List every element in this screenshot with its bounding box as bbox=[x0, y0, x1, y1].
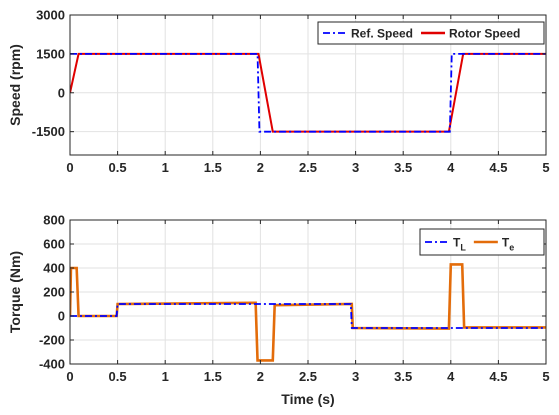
x-tick-label: 2.5 bbox=[299, 160, 317, 175]
x-tick-label: 2 bbox=[257, 160, 264, 175]
legend-subscript-1: e bbox=[509, 243, 514, 253]
x-tick-label: 5 bbox=[542, 160, 549, 175]
y-tick-label: 1500 bbox=[36, 46, 65, 61]
y-tick-label: 0 bbox=[58, 85, 65, 100]
x-tick-label: 4.5 bbox=[489, 369, 507, 384]
series-line-0 bbox=[70, 303, 546, 329]
y-tick-label: 400 bbox=[43, 261, 65, 276]
legend: Ref. Speed Rotor Speed bbox=[317, 21, 545, 45]
y-tick-label: -200 bbox=[39, 333, 65, 348]
y-tick-label: 0 bbox=[58, 309, 65, 324]
x-tick-label: 3.5 bbox=[394, 160, 412, 175]
x-tick-label: 1.5 bbox=[204, 369, 222, 384]
y-axis-label: Torque (Nm) bbox=[7, 251, 23, 333]
legend: TL Te bbox=[419, 228, 545, 256]
y-tick-label: 800 bbox=[43, 213, 65, 228]
x-tick-label: 1.5 bbox=[204, 160, 222, 175]
x-axis-label: Time (s) bbox=[281, 391, 334, 407]
y-tick-label: 3000 bbox=[36, 8, 65, 23]
y-tick-label: 600 bbox=[43, 237, 65, 252]
legend-label-0: Ref. Speed bbox=[351, 27, 413, 41]
x-tick-label: 1 bbox=[162, 160, 169, 175]
x-tick-label: 0.5 bbox=[109, 369, 127, 384]
speed-chart: 0 0.5 1 1.5 2 2.5 3 3.5 4 4.5 5 3000 1500 0 -1500 Speed… bbox=[7, 8, 550, 176]
y-tick-label: -1500 bbox=[32, 124, 65, 139]
legend-label-1: Rotor Speed bbox=[449, 27, 520, 41]
x-tick-label: 3 bbox=[352, 160, 359, 175]
x-tick-label: 1 bbox=[162, 369, 169, 384]
x-tick-label: 0 bbox=[66, 160, 73, 175]
x-tick-label: 3.5 bbox=[394, 369, 412, 384]
y-tick-label: 200 bbox=[43, 285, 65, 300]
x-tick-label: 0.5 bbox=[109, 160, 127, 175]
x-tick-label: 4.5 bbox=[489, 160, 507, 175]
x-tick-label: 4 bbox=[447, 160, 455, 175]
x-tick-label: 4 bbox=[447, 369, 455, 384]
x-tick-label: 5 bbox=[542, 369, 549, 384]
x-tick-label: 3 bbox=[352, 369, 359, 384]
torque-chart: 0 0.5 1 1.5 2 2.5 3 3.5 4 4.5 5 800 600 400 200 0 -200 -4… bbox=[7, 213, 550, 408]
legend-subscript-0: L bbox=[460, 243, 466, 253]
series-line-1 bbox=[70, 263, 546, 362]
x-tick-label: 2 bbox=[257, 369, 264, 384]
y-tick-label: -400 bbox=[39, 357, 65, 372]
y-axis-label: Speed (rpm) bbox=[7, 44, 23, 126]
x-tick-label: 0 bbox=[66, 369, 73, 384]
x-tick-label: 2.5 bbox=[299, 369, 317, 384]
